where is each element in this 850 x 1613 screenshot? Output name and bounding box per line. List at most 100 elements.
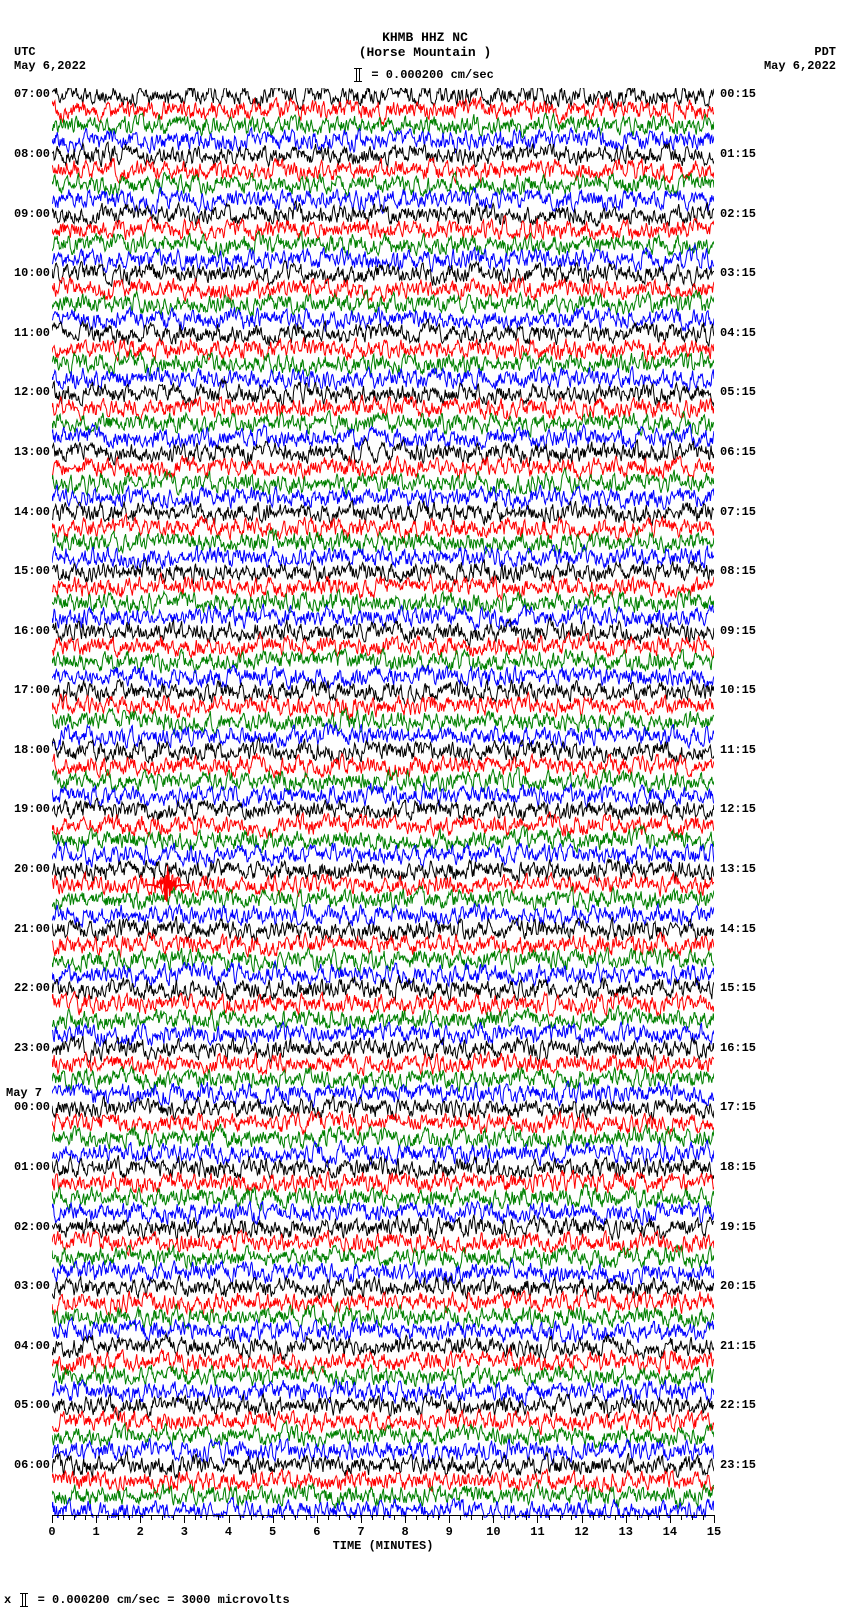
x-axis-title: TIME (MINUTES) xyxy=(52,1539,714,1553)
x-minor-tick xyxy=(460,1515,461,1520)
trace-line xyxy=(52,1036,714,1064)
station-code: KHMB HHZ NC xyxy=(0,30,850,45)
x-tick xyxy=(229,1515,230,1523)
x-minor-tick xyxy=(471,1515,472,1520)
trace-line xyxy=(52,590,714,614)
x-minor-tick xyxy=(295,1515,296,1520)
x-minor-tick xyxy=(615,1515,616,1520)
tz-right-label: PDT xyxy=(764,45,836,59)
trace-line xyxy=(52,1215,714,1241)
x-tick-label: 10 xyxy=(486,1525,500,1539)
footer-scale: x = 0.000200 cm/sec = 3000 microvolts xyxy=(4,1593,290,1607)
x-axis: 0123456789101112131415 TIME (MINUTES) xyxy=(52,1515,714,1545)
x-minor-tick xyxy=(74,1515,75,1520)
trace-line xyxy=(52,173,714,197)
pdt-hour-label: 11:15 xyxy=(720,743,764,757)
x-tick-label: 13 xyxy=(619,1525,633,1539)
x-tick-label: 8 xyxy=(401,1525,408,1539)
x-minor-tick xyxy=(251,1515,252,1520)
trace-line xyxy=(52,903,714,927)
x-minor-tick xyxy=(372,1515,373,1520)
scale-bar-icon xyxy=(356,68,360,82)
trace-line xyxy=(52,665,714,689)
x-minor-tick xyxy=(515,1515,516,1520)
x-tick-label: 15 xyxy=(707,1525,721,1539)
x-tick xyxy=(52,1515,53,1523)
utc-hour-label: 01:00 xyxy=(6,1160,50,1174)
trace-line xyxy=(52,231,714,257)
x-minor-tick xyxy=(339,1515,340,1520)
pdt-hour-label: 05:15 xyxy=(720,385,764,399)
x-minor-tick xyxy=(383,1515,384,1520)
station-location: (Horse Mountain ) xyxy=(0,45,850,60)
x-minor-tick xyxy=(504,1515,505,1520)
utc-hour-label: 21:00 xyxy=(6,922,50,936)
timezone-right: PDT May 6,2022 xyxy=(764,45,836,73)
trace-line xyxy=(52,290,714,317)
pdt-hour-label: 00:15 xyxy=(720,87,764,101)
x-minor-tick xyxy=(394,1515,395,1520)
utc-hour-label: 18:00 xyxy=(6,743,50,757)
day-break-label: May 7 xyxy=(6,1086,50,1100)
trace-line xyxy=(52,1095,714,1120)
x-minor-tick xyxy=(526,1515,527,1520)
trace-line xyxy=(52,1421,714,1448)
x-tick xyxy=(449,1515,450,1523)
x-tick xyxy=(405,1515,406,1523)
x-minor-tick xyxy=(328,1515,329,1520)
amplitude-scale: = 0.000200 cm/sec xyxy=(0,68,850,82)
x-minor-tick xyxy=(681,1515,682,1520)
x-minor-tick xyxy=(306,1515,307,1520)
x-tick xyxy=(626,1515,627,1523)
x-minor-tick xyxy=(63,1515,64,1520)
pdt-hour-label: 09:15 xyxy=(720,624,764,638)
x-minor-tick xyxy=(284,1515,285,1520)
pdt-hour-label: 04:15 xyxy=(720,326,764,340)
trace-line xyxy=(52,545,714,569)
x-minor-tick xyxy=(593,1515,594,1520)
x-tick-label: 4 xyxy=(225,1525,232,1539)
trace-line xyxy=(52,992,714,1017)
pdt-hour-label: 02:15 xyxy=(720,207,764,221)
trace-line xyxy=(52,278,714,302)
pdt-hour-label: 07:15 xyxy=(720,505,764,519)
x-minor-tick xyxy=(195,1515,196,1520)
chart-title: KHMB HHZ NC (Horse Mountain ) xyxy=(0,30,850,60)
pdt-hour-label: 13:15 xyxy=(720,862,764,876)
x-minor-tick xyxy=(604,1515,605,1520)
x-tick-label: 3 xyxy=(181,1525,188,1539)
utc-hour-label: 20:00 xyxy=(6,862,50,876)
utc-hour-label: 12:00 xyxy=(6,385,50,399)
pdt-hour-label: 23:15 xyxy=(720,1458,764,1472)
pdt-hour-label: 14:15 xyxy=(720,922,764,936)
footer-scale-bar-icon xyxy=(22,1593,26,1607)
x-tick xyxy=(714,1515,715,1523)
pdt-hour-label: 17:15 xyxy=(720,1100,764,1114)
x-tick xyxy=(140,1515,141,1523)
x-minor-tick xyxy=(637,1515,638,1520)
pdt-hour-label: 03:15 xyxy=(720,266,764,280)
utc-hour-label: 16:00 xyxy=(6,624,50,638)
trace-line xyxy=(52,319,714,347)
pdt-hour-label: 20:15 xyxy=(720,1279,764,1293)
x-minor-tick xyxy=(549,1515,550,1520)
tz-left-date: May 6,2022 xyxy=(14,59,86,73)
utc-hour-label: 06:00 xyxy=(6,1458,50,1472)
x-minor-tick xyxy=(162,1515,163,1520)
x-minor-tick xyxy=(438,1515,439,1520)
trace-canvas xyxy=(52,88,714,1518)
x-minor-tick xyxy=(118,1515,119,1520)
x-tick-label: 12 xyxy=(574,1525,588,1539)
x-tick-label: 6 xyxy=(313,1525,320,1539)
utc-hour-label: 22:00 xyxy=(6,981,50,995)
utc-hour-label: 04:00 xyxy=(6,1339,50,1353)
utc-hour-label: 17:00 xyxy=(6,683,50,697)
x-minor-tick xyxy=(218,1515,219,1520)
x-minor-tick xyxy=(350,1515,351,1520)
trace-line xyxy=(52,573,714,600)
x-tick-label: 7 xyxy=(357,1525,364,1539)
trace-line xyxy=(52,128,714,154)
pdt-hour-label: 18:15 xyxy=(720,1160,764,1174)
scale-text: = 0.000200 cm/sec xyxy=(371,68,493,82)
x-minor-tick xyxy=(151,1515,152,1520)
